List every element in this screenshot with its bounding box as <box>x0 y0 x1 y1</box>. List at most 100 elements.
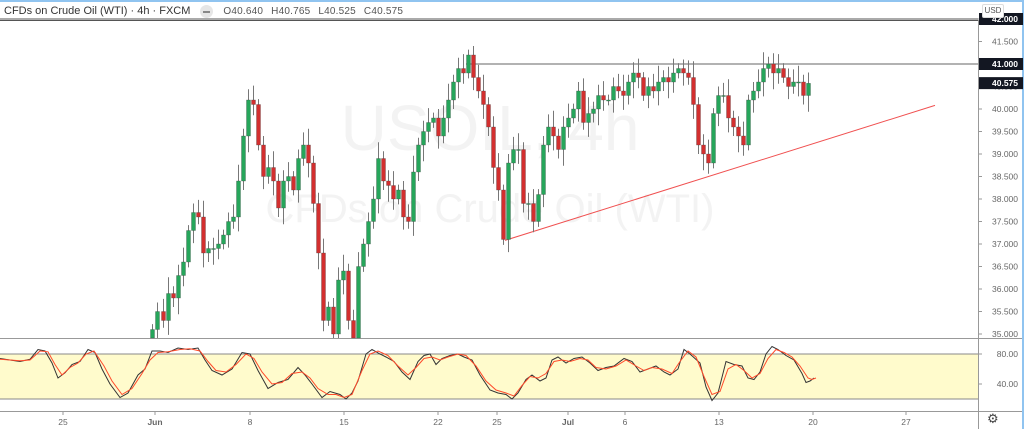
chart-legend: CFDs on Crude Oil (WTI) · 4h · FXCM O40.… <box>0 2 978 20</box>
candle <box>671 72 676 83</box>
candle <box>451 81 456 101</box>
candle <box>226 221 231 236</box>
candle <box>696 104 701 146</box>
candle <box>651 86 656 92</box>
candle <box>601 95 606 101</box>
ohlc-values: O40.640 H40.765 L40.525 C40.575 <box>223 6 408 17</box>
candle <box>746 99 751 146</box>
candle <box>411 171 416 222</box>
candle <box>471 54 476 78</box>
time-tick-label: 20 <box>808 417 818 427</box>
candle <box>231 216 236 222</box>
candle <box>446 99 451 119</box>
candle <box>546 126 551 146</box>
candle <box>676 68 681 74</box>
settings-gear-icon[interactable]: ⚙ <box>987 411 999 426</box>
candle <box>776 68 781 74</box>
price-tick-label: 37.000 <box>992 239 1018 249</box>
candle <box>476 77 481 92</box>
candle <box>301 144 306 159</box>
candle <box>361 243 366 267</box>
candle <box>281 180 286 209</box>
ascending-trendline[interactable] <box>504 104 936 241</box>
low-value: L40.525 <box>318 5 356 17</box>
candle <box>191 212 196 231</box>
candle <box>406 216 411 222</box>
candle <box>221 234 226 245</box>
candle <box>736 126 741 137</box>
candle <box>376 158 381 200</box>
candle <box>431 117 436 123</box>
close-value: C40.575 <box>363 5 404 17</box>
candle <box>606 99 611 102</box>
price-tick-label: 40.000 <box>992 104 1018 114</box>
candle <box>321 252 326 321</box>
candle <box>796 81 801 84</box>
candle <box>666 77 671 83</box>
watermark: USOIL, 4h CFDs on Crude Oil (WTI) <box>266 92 715 231</box>
svg-text:CFDs on Crude Oil (WTI): CFDs on Crude Oil (WTI) <box>266 187 715 231</box>
osc-tick-label: 40.00 <box>997 379 1019 389</box>
collapse-icon[interactable] <box>200 4 214 18</box>
candle <box>641 77 646 96</box>
time-tick-label: 25 <box>492 417 502 427</box>
candle <box>701 144 706 155</box>
price-tag-label: 42.000 <box>992 14 1018 24</box>
candle <box>611 86 616 101</box>
candle <box>721 95 726 97</box>
candle <box>716 95 721 114</box>
candle <box>241 135 246 182</box>
candle <box>531 203 536 222</box>
candle <box>391 185 396 200</box>
price-tag-label: 40.575 <box>992 78 1018 88</box>
candle <box>356 266 361 339</box>
candle <box>150 329 155 339</box>
candle <box>341 270 346 281</box>
candle <box>176 275 181 299</box>
candle <box>661 77 666 83</box>
candle <box>706 153 711 164</box>
currency-label[interactable]: USD <box>982 4 1004 18</box>
price-tick-label: 36.500 <box>992 262 1018 272</box>
time-tick-label: 6 <box>623 417 628 427</box>
candle <box>466 54 471 74</box>
candle <box>496 167 501 191</box>
candle <box>726 95 731 119</box>
price-tick-label: 41.500 <box>992 37 1018 47</box>
candle <box>311 162 316 204</box>
candle <box>186 230 191 263</box>
candle <box>416 144 421 173</box>
candle <box>801 81 806 96</box>
stoch-band <box>0 354 978 399</box>
candle <box>516 149 521 151</box>
price-tick-label: 38.500 <box>992 172 1018 182</box>
time-tick-label: 15 <box>339 417 349 427</box>
time-tick-label: 8 <box>248 417 253 427</box>
candle <box>171 293 176 299</box>
candle <box>656 81 661 92</box>
candle <box>306 144 311 164</box>
candle <box>196 212 201 218</box>
candle <box>636 72 641 78</box>
candle <box>551 126 556 137</box>
candle <box>596 95 601 110</box>
candle <box>791 81 796 87</box>
candle <box>686 72 691 78</box>
candle <box>331 306 336 335</box>
candle <box>561 126 566 150</box>
candle <box>366 221 371 245</box>
price-tick-label: 39.500 <box>992 127 1018 137</box>
candle <box>766 63 771 69</box>
price-tick-label: 37.500 <box>992 217 1018 227</box>
candle <box>461 68 466 74</box>
candle <box>691 77 696 105</box>
symbol-title[interactable]: CFDs on Crude Oil (WTI) · 4h · FXCM <box>4 5 191 17</box>
candle <box>616 86 621 92</box>
candle <box>441 117 446 137</box>
candle <box>556 135 561 150</box>
candle <box>166 293 171 321</box>
candle <box>276 180 281 209</box>
candle <box>316 203 321 254</box>
candle <box>456 68 461 83</box>
